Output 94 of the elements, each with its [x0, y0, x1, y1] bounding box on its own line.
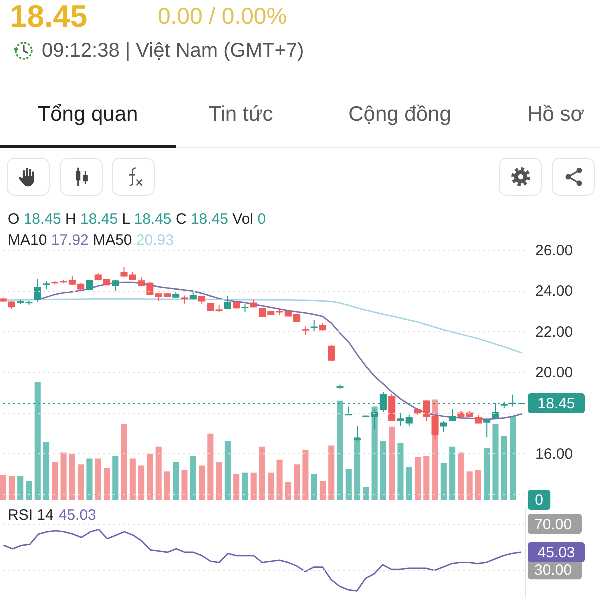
bar: [450, 446, 456, 500]
candlestick: [34, 278, 42, 302]
bar: [78, 464, 84, 500]
bar: [501, 436, 508, 500]
series-label: RSI 14: [8, 507, 54, 524]
bar: [156, 446, 162, 500]
bar: [208, 434, 214, 500]
bar: [510, 416, 516, 500]
candlestick: [224, 296, 232, 310]
bar: [268, 472, 274, 500]
bar: [276, 460, 283, 500]
bar: [112, 456, 119, 500]
bar: [242, 472, 248, 500]
bar: [398, 443, 404, 500]
bar: [130, 458, 136, 500]
candlestick: [449, 408, 456, 422]
bar: [0, 475, 6, 500]
bar: [164, 472, 170, 500]
bar: [354, 437, 361, 500]
bar: [458, 452, 464, 500]
bar: [259, 446, 266, 500]
candlestick: [388, 393, 396, 422]
text: O 18.45 H 18.45 L 18.45 C 18.45 Vol 0: [8, 211, 266, 228]
bar: [372, 406, 378, 500]
bar: [475, 470, 482, 500]
y-tick-label: 70.00: [534, 516, 572, 534]
bar: [69, 454, 76, 500]
text: 09:12:38 | Việt Nam (GMT+7): [42, 40, 304, 62]
text: Cộng đồng: [348, 103, 452, 126]
bar: [104, 468, 110, 500]
annotation: 0: [535, 492, 544, 509]
bar: [484, 448, 490, 500]
candlestick: [484, 418, 491, 438]
candlestick: [406, 414, 413, 427]
bar: [234, 474, 240, 500]
bar: [328, 446, 335, 500]
y-tick-label: 24.00: [536, 283, 574, 300]
bar: [26, 481, 32, 500]
candlestick: [440, 420, 448, 432]
candlestick: [432, 414, 439, 440]
bar: [363, 487, 370, 500]
bar: [492, 424, 499, 500]
text: 18.45: [10, 0, 88, 34]
bar: [216, 462, 222, 500]
candlestick: [328, 345, 336, 362]
bar: [414, 458, 422, 500]
bar: [250, 472, 257, 500]
text: Hồ sơ: [528, 103, 584, 126]
annotation: 45.03: [58, 507, 96, 524]
bar: [311, 474, 318, 500]
candlestick: [397, 412, 404, 427]
text: Tổng quan: [38, 103, 138, 126]
bar: [294, 464, 300, 500]
bar: [424, 456, 430, 500]
bar: [8, 476, 15, 500]
candlestick: [371, 408, 378, 430]
bar: [121, 424, 128, 500]
ref-line-label: 18.45: [538, 396, 576, 413]
bar: [86, 458, 93, 500]
bar: [285, 482, 292, 500]
bar: [440, 463, 447, 500]
bar: [52, 462, 58, 500]
bar: [138, 466, 145, 500]
bar: [182, 470, 188, 500]
bar: [346, 469, 352, 500]
bar: [224, 441, 231, 500]
bar: [406, 466, 412, 500]
y-tick-label: 20.00: [536, 364, 574, 382]
bar: [147, 454, 154, 500]
y-tick-label: 22.00: [536, 324, 574, 341]
bar: [302, 450, 309, 500]
bar: [466, 472, 473, 500]
text: MA10 17.92 MA50 20.93: [8, 232, 174, 249]
bar: [44, 442, 50, 500]
bar: [320, 481, 326, 500]
bar: [34, 382, 41, 500]
bar: [18, 476, 24, 500]
y-tick-label: 26.00: [536, 242, 574, 260]
bar: [95, 458, 102, 500]
y-tick-label: 30.00: [534, 562, 572, 580]
bar: [199, 466, 206, 500]
bar: [337, 400, 344, 500]
text: Tin tức: [208, 103, 274, 126]
bar: [380, 441, 386, 500]
bar: [389, 426, 396, 500]
candlestick: [354, 426, 362, 442]
bar: [60, 452, 67, 500]
candlestick: [112, 280, 120, 292]
text: 45.03: [538, 544, 576, 562]
bar: [190, 456, 196, 500]
line-series: [4, 529, 522, 592]
bar: [173, 462, 180, 500]
y-tick-label: 16.00: [536, 446, 574, 463]
text: 0.00 / 0.00%: [158, 3, 288, 29]
